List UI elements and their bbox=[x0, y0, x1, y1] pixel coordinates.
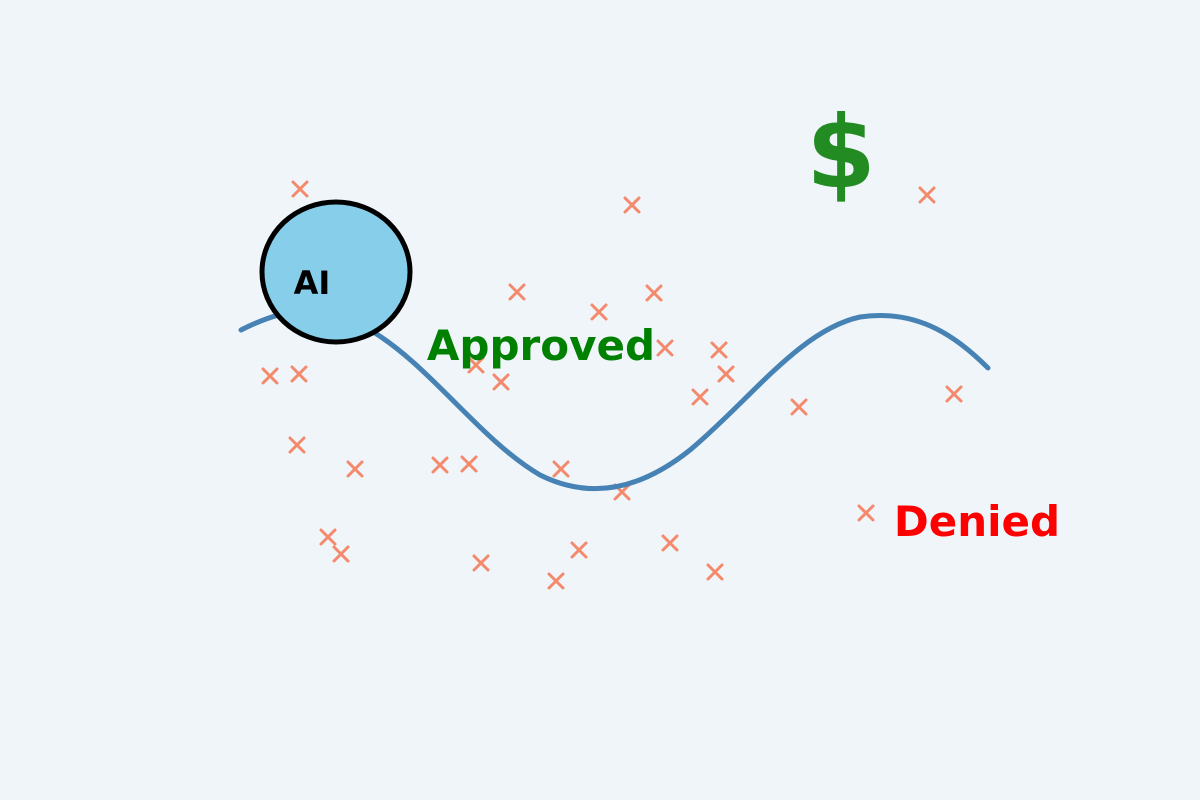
x-mark-icon bbox=[717, 365, 735, 383]
x-mark-icon bbox=[656, 339, 674, 357]
ai-node: AI bbox=[259, 199, 413, 345]
x-mark-icon bbox=[460, 455, 478, 473]
x-mark-icon bbox=[691, 388, 709, 406]
denied-label: Denied bbox=[894, 497, 1060, 546]
x-mark-icon bbox=[492, 373, 510, 391]
x-mark-icon bbox=[790, 398, 808, 416]
x-mark-icon bbox=[661, 534, 679, 552]
dollar-sign-icon: $ bbox=[806, 94, 876, 211]
x-mark-icon bbox=[291, 180, 309, 198]
x-mark-icon bbox=[467, 356, 485, 374]
x-mark-icon bbox=[623, 196, 641, 214]
ai-circle bbox=[259, 199, 413, 345]
x-mark-icon bbox=[508, 283, 526, 301]
x-mark-icon bbox=[319, 528, 337, 546]
x-mark-icon bbox=[590, 303, 608, 321]
x-mark-icon bbox=[945, 385, 963, 403]
x-mark-icon bbox=[290, 365, 308, 383]
x-mark-icon bbox=[547, 572, 565, 590]
x-mark-icon bbox=[261, 367, 279, 385]
x-mark-icon bbox=[552, 460, 570, 478]
x-mark-icon bbox=[645, 284, 663, 302]
x-mark-icon bbox=[431, 456, 449, 474]
x-mark-icon bbox=[570, 541, 588, 559]
x-mark-icon bbox=[706, 563, 724, 581]
x-mark-icon bbox=[857, 504, 875, 522]
x-mark-icon bbox=[332, 545, 350, 563]
applicant-markers bbox=[261, 180, 963, 590]
approved-label: Approved bbox=[427, 321, 655, 370]
x-mark-icon bbox=[346, 460, 364, 478]
x-mark-icon bbox=[288, 436, 306, 454]
ai-label: AI bbox=[294, 264, 331, 302]
x-mark-icon bbox=[710, 341, 728, 359]
x-mark-icon bbox=[472, 554, 490, 572]
x-mark-icon bbox=[918, 186, 936, 204]
